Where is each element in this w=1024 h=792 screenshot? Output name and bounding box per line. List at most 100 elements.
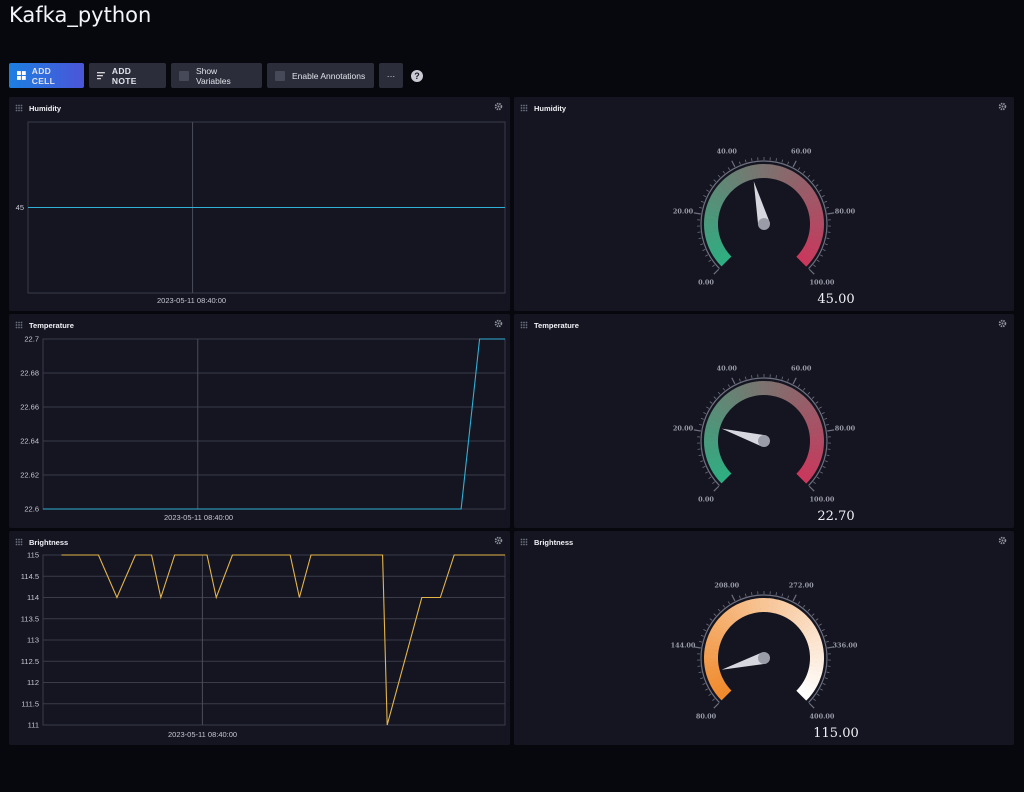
gauge-band-segment — [712, 681, 727, 694]
gauge-band-segment — [793, 395, 807, 409]
gauge-band-segment — [706, 671, 722, 681]
gauge-band-segment — [712, 247, 727, 260]
gauge-band-segment — [801, 622, 816, 635]
gauge-needle — [753, 181, 770, 226]
brightness-line-graph: 115 114.5 114 113.5 113 112.5 112 111.5 111 — [21, 551, 506, 730]
gear-icon[interactable] — [998, 319, 1007, 328]
gauge-minor-tick — [822, 249, 826, 251]
gear-icon[interactable] — [494, 102, 503, 111]
gauge-band-segment — [806, 238, 822, 248]
gauge-band-segment — [715, 618, 730, 632]
gauge-band-segment — [803, 626, 818, 638]
gauge-band-segment — [712, 622, 727, 635]
gauge-band-segment — [793, 612, 807, 626]
gauge-band-segment — [784, 604, 796, 619]
gauge-band-segment — [804, 196, 820, 207]
gauge-minor-tick — [709, 401, 713, 404]
gauge-minor-tick — [709, 618, 713, 621]
gauge-band-segment — [778, 166, 788, 182]
gauge-band-segment — [718, 615, 732, 629]
y-tick-label: 22.68 — [20, 369, 39, 378]
gauge-band-segment — [706, 200, 722, 210]
show-variables-toggle[interactable]: Show Variables — [171, 63, 262, 88]
gauge-minor-tick — [807, 174, 811, 178]
gauge-major-tick — [827, 646, 835, 649]
y-tick-label: 22.64 — [20, 437, 39, 446]
gear-icon[interactable] — [494, 536, 503, 545]
gauge-band-segment — [798, 619, 813, 632]
more-options-label: ··· — [386, 70, 396, 81]
gauge-band-segment — [704, 426, 720, 434]
add-note-button[interactable]: ADD NOTE — [89, 63, 166, 88]
gauge-band-segment — [721, 395, 735, 409]
gauge-scale-label: 0.00 — [698, 278, 714, 286]
drag-handle-icon[interactable] — [520, 321, 528, 329]
gauge-minor-tick — [824, 417, 828, 420]
gauge-band-segment — [721, 178, 735, 192]
gauge-minor-tick — [703, 629, 707, 632]
gauge-minor-tick — [824, 634, 828, 637]
gauge-outer-ring — [700, 594, 828, 703]
gauge-band-segment — [706, 417, 722, 427]
y-tick-label: 114.5 — [21, 572, 39, 581]
gauge-band-segment — [708, 675, 724, 686]
gauge-minor-tick — [698, 237, 702, 240]
gauge-minor-tick — [797, 167, 801, 171]
gauge-minor-tick — [797, 601, 801, 605]
drag-handle-icon[interactable] — [520, 538, 528, 546]
gauge-scale-label: 0.00 — [698, 495, 714, 503]
add-cell-button[interactable]: ADD CELL — [9, 63, 84, 88]
gauge-band-segment — [705, 234, 721, 243]
y-tick-label: 22.62 — [20, 471, 39, 480]
show-variables-label: Show Variables — [195, 65, 231, 86]
gauge-major-tick — [808, 702, 815, 709]
gauge-minor-tick — [722, 170, 726, 174]
gauge-band-segment — [704, 230, 720, 239]
gauge-band-segment — [704, 209, 720, 217]
gear-icon[interactable] — [998, 102, 1007, 111]
gauge-minor-tick — [712, 481, 715, 485]
gauge-band-segment — [718, 470, 732, 484]
gauge-minor-tick — [819, 688, 823, 691]
drag-handle-icon[interactable] — [15, 104, 23, 112]
gauge-band-segment — [798, 185, 813, 198]
enable-annotations-checkbox[interactable] — [275, 70, 285, 81]
gauge-band-segment — [803, 244, 818, 256]
gauge-minor-tick — [787, 378, 790, 382]
drag-handle-icon[interactable] — [520, 104, 528, 112]
gauge-minor-tick — [706, 406, 710, 409]
drag-handle-icon[interactable] — [15, 538, 23, 546]
gauge-major-tick — [792, 594, 797, 602]
gauge-band-segment — [807, 205, 823, 214]
note-icon — [97, 71, 105, 79]
gauge-band-segment — [781, 168, 792, 184]
gauge-major-tick — [792, 377, 797, 385]
gauge-band-segment — [774, 165, 783, 181]
gauge-band-segment — [798, 467, 813, 481]
gauge-band-segment — [806, 418, 822, 428]
gear-icon[interactable] — [494, 319, 503, 328]
gauge-band-segment — [728, 389, 741, 404]
gear-icon[interactable] — [998, 536, 1007, 545]
gauge-needle-hub — [758, 218, 770, 230]
gauge-band-segment — [774, 599, 783, 615]
gauge-band-segment — [725, 175, 738, 190]
gauge-minor-tick — [700, 417, 704, 420]
gauge-band-segment — [771, 381, 779, 397]
gauge-minor-tick — [819, 471, 823, 474]
gauge-minor-tick — [826, 454, 830, 457]
enable-annotations-toggle[interactable]: Enable Annotations — [267, 63, 374, 88]
add-note-label: ADD NOTE — [111, 65, 137, 86]
gauge-minor-tick — [699, 423, 703, 426]
gauge-band-segment — [778, 383, 788, 399]
gauge-band-segment — [807, 234, 823, 243]
gauge-minor-tick — [703, 195, 707, 198]
show-variables-checkbox[interactable] — [179, 70, 189, 81]
more-options-button[interactable]: ··· — [379, 63, 403, 88]
gauge-band-segment — [781, 385, 792, 401]
gauge-band-segment — [803, 461, 818, 473]
help-icon[interactable]: ? — [411, 69, 423, 82]
drag-handle-icon[interactable] — [15, 321, 23, 329]
gauge-scale-label: 80.00 — [835, 208, 856, 216]
y-tick-label: 113 — [27, 636, 39, 645]
